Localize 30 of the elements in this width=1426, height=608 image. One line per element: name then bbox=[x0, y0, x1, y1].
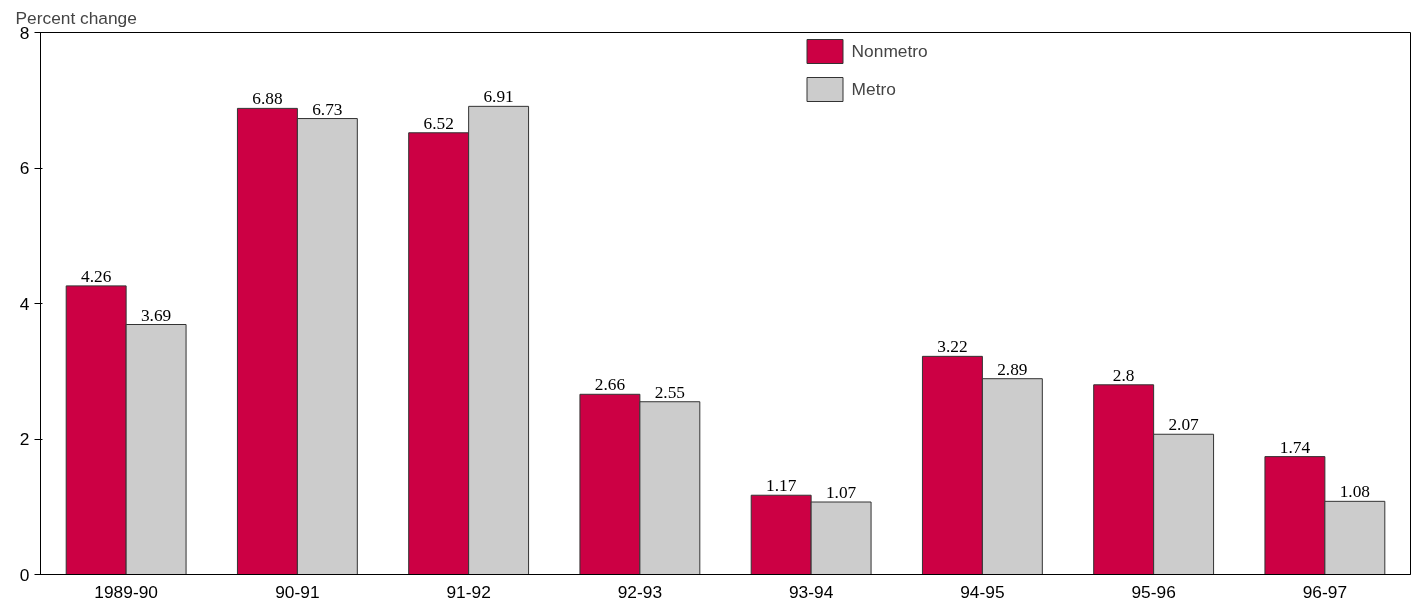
legend-label: Nonmetro bbox=[851, 40, 928, 62]
data-label: 2.8 bbox=[1112, 365, 1135, 385]
x-tick-label: 1989-90 bbox=[94, 581, 158, 602]
data-label: 2.07 bbox=[1168, 415, 1200, 435]
x-tick-label: 91-92 bbox=[446, 581, 491, 602]
x-tick-label: 90-91 bbox=[275, 581, 320, 602]
legend-label: Metro bbox=[851, 78, 896, 100]
x-tick-label: 96-97 bbox=[1302, 581, 1348, 602]
data-label: 6.88 bbox=[252, 89, 283, 109]
data-label: 2.89 bbox=[997, 359, 1028, 379]
y-tick-label: 0 bbox=[19, 564, 30, 585]
data-label: 2.66 bbox=[594, 375, 626, 395]
y-tick-label: 2 bbox=[19, 429, 30, 449]
data-label: 1.07 bbox=[825, 483, 857, 503]
x-tick-label: 94-95 bbox=[960, 581, 1005, 602]
x-tick-label: 93-94 bbox=[788, 581, 834, 602]
data-label: 1.17 bbox=[765, 476, 797, 496]
data-label: 3.69 bbox=[140, 305, 172, 325]
x-tick-label: 92-93 bbox=[617, 581, 663, 602]
data-label: 6.91 bbox=[483, 87, 514, 107]
y-tick-label: 4 bbox=[19, 293, 30, 314]
data-label: 2.55 bbox=[654, 382, 686, 402]
data-label: 1.08 bbox=[1339, 482, 1371, 502]
data-label: 1.74 bbox=[1279, 437, 1311, 457]
data-label: 4.26 bbox=[80, 266, 112, 286]
y-tick-label: 6 bbox=[19, 158, 30, 178]
data-label: 3.22 bbox=[937, 337, 968, 357]
data-label: 6.73 bbox=[312, 99, 343, 119]
data-label: 6.52 bbox=[423, 113, 454, 133]
x-tick-label: 95-96 bbox=[1131, 581, 1176, 602]
